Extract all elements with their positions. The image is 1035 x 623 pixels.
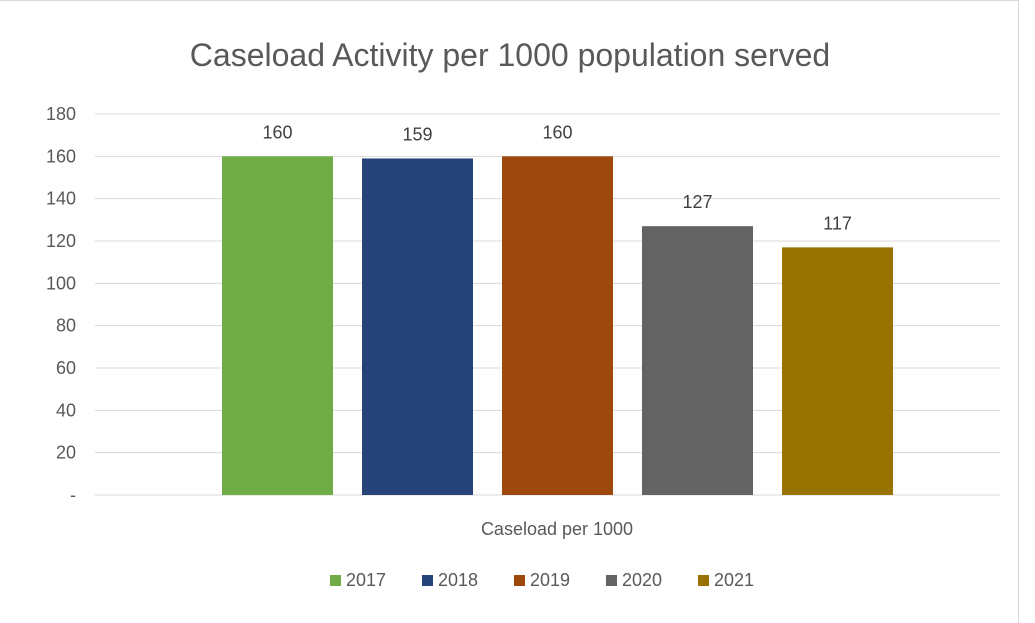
data-label-2017: 160	[262, 122, 292, 142]
y-tick-label: 80	[56, 316, 76, 336]
legend-swatch-2019	[514, 575, 525, 586]
y-tick-label: 60	[56, 358, 76, 378]
y-tick-label: 20	[56, 443, 76, 463]
y-tick-label: 160	[46, 146, 76, 166]
data-label-2020: 127	[682, 192, 712, 212]
y-tick-label: 40	[56, 400, 76, 420]
legend-label-2019: 2019	[530, 570, 570, 590]
legend-swatch-2020	[606, 575, 617, 586]
bar-2018	[362, 158, 473, 495]
category-label: Caseload per 1000	[481, 519, 633, 539]
legend-label-2020: 2020	[622, 570, 662, 590]
y-tick-label: 180	[46, 104, 76, 124]
data-label-2018: 159	[402, 124, 432, 144]
legend-swatch-2021	[698, 575, 709, 586]
bars	[222, 156, 893, 496]
y-tick-label: -	[70, 485, 76, 505]
y-tick-label: 100	[46, 273, 76, 293]
legend-swatch-2017	[330, 575, 341, 586]
legend-label-2017: 2017	[346, 570, 386, 590]
y-tick-label: 120	[46, 231, 76, 251]
bar-2019	[502, 156, 613, 496]
y-axis: - 20 40 60 80 100 120 140 160 180	[46, 104, 76, 505]
bar-2021	[782, 247, 893, 495]
legend: 2017 2018 2019 2020 2021	[330, 570, 754, 590]
chart-title: Caseload Activity per 1000 population se…	[190, 37, 830, 73]
bar-2017	[222, 156, 333, 496]
legend-label-2018: 2018	[438, 570, 478, 590]
data-label-2021: 117	[823, 213, 852, 233]
data-label-2019: 160	[542, 122, 572, 142]
bar-2020	[642, 226, 753, 495]
data-labels: 160 159 160 127 117	[262, 122, 851, 233]
y-tick-label: 140	[46, 189, 76, 209]
legend-label-2021: 2021	[714, 570, 754, 590]
legend-swatch-2018	[422, 575, 433, 586]
